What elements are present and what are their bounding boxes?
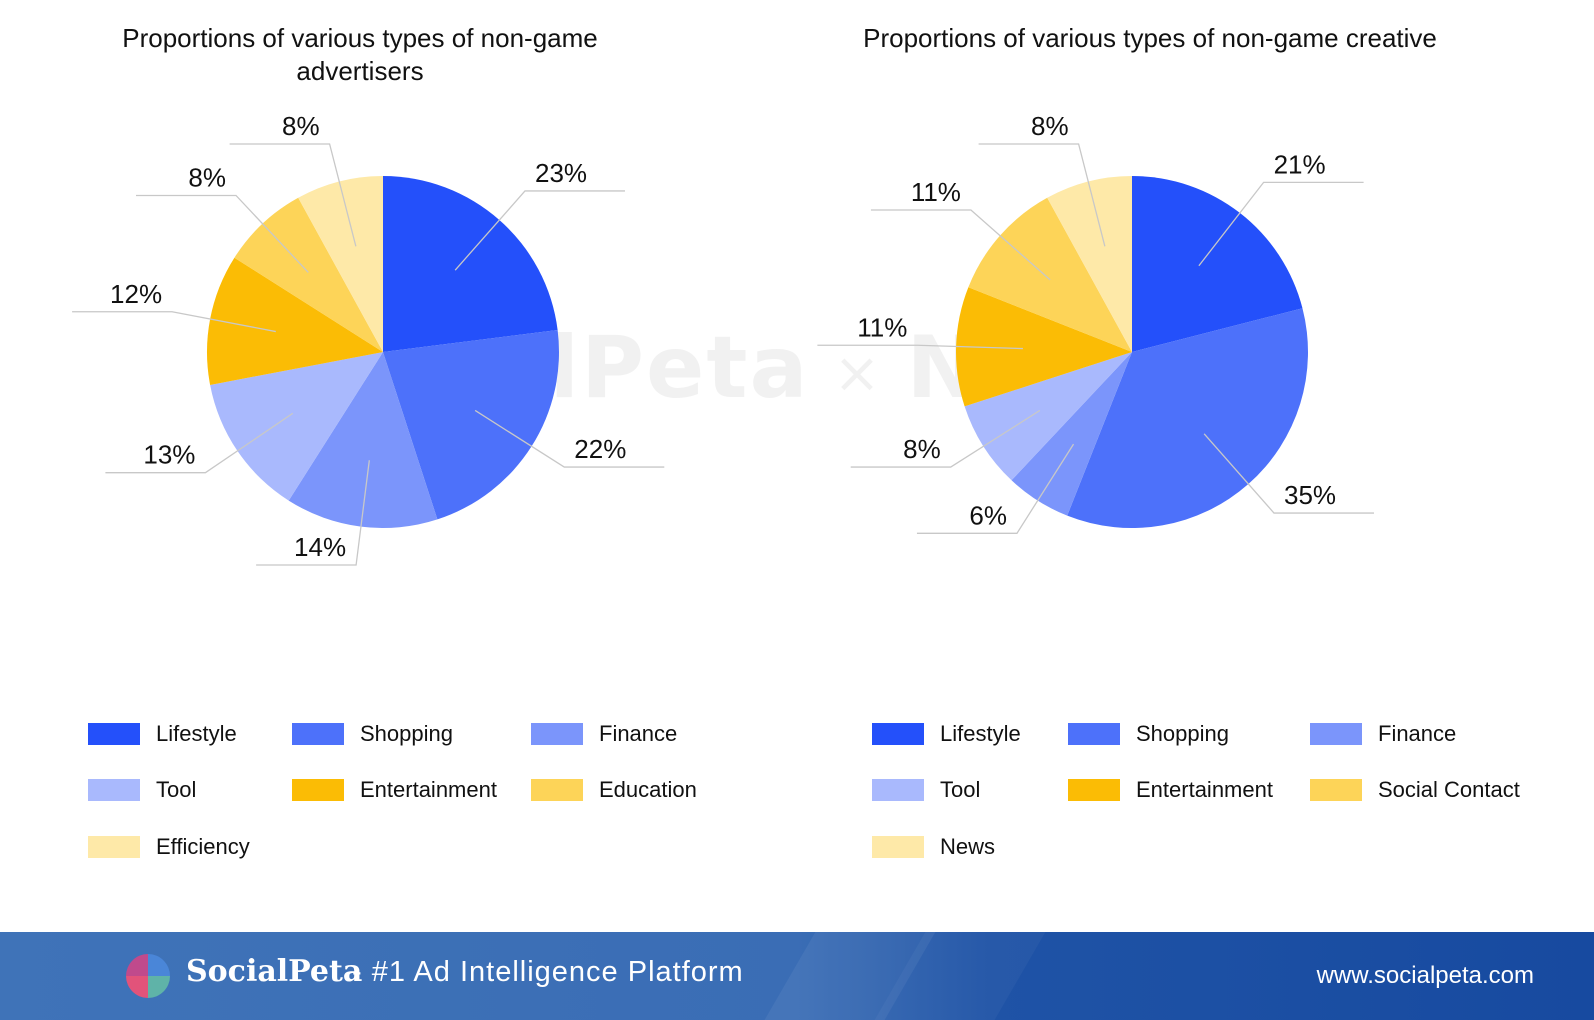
legend-swatch	[88, 836, 140, 858]
leader-line-1-lifestyle	[1198, 181, 1364, 267]
leader-line-0-efficiency	[229, 143, 357, 247]
legend-swatch	[531, 779, 583, 801]
pie-slice-0-efficiency[interactable]	[298, 176, 383, 352]
pie-slice-0-shopping[interactable]	[383, 329, 559, 520]
data-label-0-finance: 14%	[294, 532, 346, 562]
leader-line-0-shopping	[474, 409, 665, 468]
data-label-1-shopping: 35%	[1284, 480, 1336, 510]
data-label-0-entertainment: 12%	[110, 279, 162, 309]
legend-swatch	[1068, 779, 1120, 801]
pie-slice-1-news[interactable]	[1047, 176, 1132, 352]
leader-line-0-entertainment	[72, 311, 276, 333]
footer-tagline: - #1 Ad Intelligence Platform	[352, 956, 744, 988]
footer-banner: SocialPeta - #1 Ad Intelligence Platform…	[0, 932, 1594, 1020]
pie-slice-0-lifestyle[interactable]	[383, 176, 558, 352]
data-label-0-education: 8%	[188, 162, 226, 192]
legend-label: Entertainment	[1136, 777, 1273, 802]
legend-label: Shopping	[360, 721, 453, 746]
legend-item-0-shopping[interactable]: Shopping	[292, 718, 453, 750]
data-label-0-tool: 13%	[143, 440, 195, 470]
data-label-1-finance: 6%	[969, 500, 1007, 530]
leader-line-0-tool	[105, 412, 294, 474]
leader-line-1-shopping	[1203, 433, 1374, 514]
legend-swatch	[1068, 723, 1120, 745]
legend-item-1-news[interactable]: News	[872, 831, 995, 863]
legend-swatch	[531, 723, 583, 745]
legend-swatch	[292, 723, 344, 745]
leader-line-1-news	[978, 143, 1106, 247]
legend-swatch	[872, 836, 924, 858]
footer-url[interactable]: www.socialpeta.com	[1316, 962, 1534, 989]
legend-item-1-shopping[interactable]: Shopping	[1068, 718, 1229, 750]
legend-label: Social Contact	[1378, 777, 1520, 802]
pie-slice-0-tool[interactable]	[210, 352, 383, 501]
pie-slice-1-finance[interactable]	[1011, 352, 1132, 516]
pie-slice-0-finance[interactable]	[288, 352, 438, 528]
legend-label: Finance	[1378, 721, 1457, 746]
pie-slice-1-entertainment[interactable]	[956, 287, 1132, 407]
pie-slice-1-shopping[interactable]	[1067, 308, 1308, 528]
legend-item-0-entertainment[interactable]: Entertainment	[292, 774, 497, 806]
chart-title-creative: Proportions of various types of non-game…	[863, 23, 1437, 53]
legend-item-1-finance[interactable]: Finance	[1310, 718, 1456, 750]
leader-line-1-tool	[850, 409, 1041, 468]
chart-title-advertisers: Proportions of various types of non-game…	[122, 23, 598, 86]
legend-label: Tool	[940, 777, 981, 802]
data-label-1-tool: 8%	[903, 434, 941, 464]
data-label-1-lifestyle: 21%	[1274, 149, 1326, 179]
legend-label: Education	[599, 777, 697, 802]
legend-label: Entertainment	[360, 777, 497, 802]
legend-item-1-tool[interactable]: Tool	[872, 774, 980, 806]
legend-item-0-lifestyle[interactable]: Lifestyle	[88, 718, 237, 750]
legend-item-0-education[interactable]: Education	[531, 774, 697, 806]
data-label-0-efficiency: 8%	[282, 111, 320, 141]
legend-swatch	[1310, 779, 1362, 801]
leader-line-0-finance	[256, 460, 370, 566]
data-label-0-shopping: 22%	[574, 434, 626, 464]
legend-label: Tool	[156, 777, 197, 802]
legend-label: Lifestyle	[156, 721, 237, 746]
legend-item-0-efficiency[interactable]: Efficiency	[88, 831, 250, 863]
leader-line-1-finance	[916, 443, 1075, 534]
legend-swatch	[1310, 723, 1362, 745]
footer-brand: SocialPeta	[186, 954, 363, 989]
data-label-1-social-contact: 11%	[911, 177, 961, 207]
legend-swatch	[872, 779, 924, 801]
pie-slice-0-entertainment[interactable]	[207, 257, 383, 385]
legend-item-1-social-contact[interactable]: Social Contact	[1310, 774, 1520, 806]
pie-slice-0-education[interactable]	[234, 197, 383, 352]
legend-label: Finance	[599, 721, 678, 746]
legend-item-0-finance[interactable]: Finance	[531, 718, 677, 750]
legend-swatch	[88, 779, 140, 801]
legend-swatch	[292, 779, 344, 801]
leader-line-0-education	[136, 194, 309, 273]
leader-line-0-lifestyle	[454, 190, 625, 271]
legend-label: Efficiency	[156, 834, 250, 859]
legend-swatch	[88, 723, 140, 745]
data-label-1-news: 8%	[1031, 111, 1069, 141]
pie-charts: 23% 22% 14% 13% 12% 8% 8% 21% 35% 6% 8% 11% 11% 8%	[72, 111, 1374, 566]
pie-slice-1-tool[interactable]	[964, 352, 1132, 481]
legend-label: Shopping	[1136, 721, 1229, 746]
data-label-1-entertainment: 11%	[857, 312, 907, 342]
legend-swatch	[872, 723, 924, 745]
legend-label: News	[940, 834, 996, 859]
leader-line-1-social-contact	[870, 209, 1051, 281]
pie-slice-1-lifestyle[interactable]	[1132, 176, 1303, 352]
data-label-0-lifestyle: 23%	[535, 158, 587, 188]
pie-slice-1-social-contact[interactable]	[968, 197, 1132, 352]
legend-label: Lifestyle	[940, 721, 1021, 746]
legend-item-1-lifestyle[interactable]: Lifestyle	[872, 718, 1021, 750]
leader-line-1-entertainment	[817, 344, 1023, 350]
legend-item-1-entertainment[interactable]: Entertainment	[1068, 774, 1273, 806]
socialpeta-logo-icon	[126, 954, 170, 998]
legend-item-0-tool[interactable]: Tool	[88, 774, 196, 806]
